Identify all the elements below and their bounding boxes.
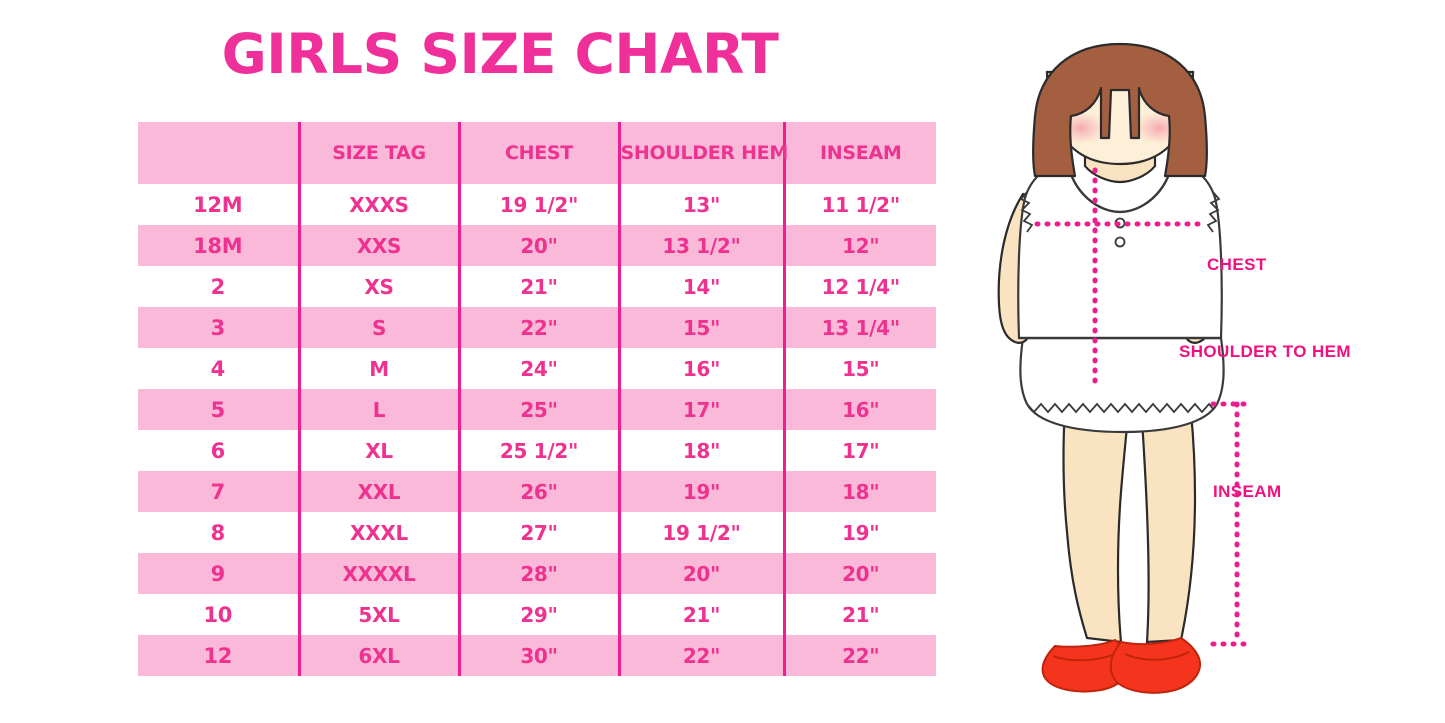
cell-size-tag: XXL — [297, 471, 459, 512]
cell-chest: 24" — [457, 348, 619, 389]
cell-chest: 25" — [457, 389, 619, 430]
cell-inseam: 20" — [782, 553, 936, 594]
table-row: 18M XXS 20" 13 1/2" 12" — [138, 225, 936, 266]
cell-size-tag: XS — [297, 266, 459, 307]
cell-chest: 20" — [457, 225, 619, 266]
cell-size-tag: 6XL — [297, 635, 459, 676]
cell-inseam: 19" — [782, 512, 936, 553]
hair — [1032, 42, 1208, 178]
column-header-shoulder-hem: SHOULDER HEM — [617, 122, 788, 184]
cell-size: 3 — [138, 307, 299, 348]
cell-shoulder-hem: 17" — [617, 389, 784, 430]
cell-size: 18M — [138, 225, 299, 266]
cell-size: 10 — [138, 594, 299, 635]
table-row: 10 5XL 29" 21" 21" — [138, 594, 936, 635]
cell-chest: 27" — [457, 512, 619, 553]
table-row: 4 M 24" 16" 15" — [138, 348, 936, 389]
top-garment — [1017, 158, 1223, 340]
shoes — [1041, 636, 1201, 694]
table-row: 3 S 22" 15" 13 1/4" — [138, 307, 936, 348]
table-body: 12M XXXS 19 1/2" 13" 11 1/2" 18M XXS 20"… — [138, 184, 936, 676]
cell-size: 8 — [138, 512, 299, 553]
cell-chest: 21" — [457, 266, 619, 307]
cell-size: 2 — [138, 266, 299, 307]
cell-shoulder-hem: 13" — [617, 184, 784, 225]
cell-size-tag: M — [297, 348, 459, 389]
measurement-label-inseam: INSEAM — [1213, 482, 1282, 501]
cell-size-tag: XXXXL — [297, 553, 459, 594]
cell-size: 9 — [138, 553, 299, 594]
girl-figure-illustration — [997, 42, 1256, 694]
cell-shoulder-hem: 16" — [617, 348, 784, 389]
cell-shoulder-hem: 19 1/2" — [617, 512, 784, 553]
measurement-illustration: CHEST SHOULDER TO HEM INSEAM — [975, 42, 1445, 707]
cell-size-tag: XXXL — [297, 512, 459, 553]
cell-inseam: 16" — [782, 389, 936, 430]
table-row: 8 XXXL 27" 19 1/2" 19" — [138, 512, 936, 553]
table-row: 9 XXXXL 28" 20" 20" — [138, 553, 936, 594]
cell-chest: 29" — [457, 594, 619, 635]
cell-inseam: 12 1/4" — [782, 266, 936, 307]
cell-inseam: 22" — [782, 635, 936, 676]
cell-inseam: 11 1/2" — [782, 184, 936, 225]
cell-inseam: 18" — [782, 471, 936, 512]
table-row: 5 L 25" 17" 16" — [138, 389, 936, 430]
cell-size: 6 — [138, 430, 299, 471]
bloomers — [1019, 336, 1225, 434]
size-chart-table: SIZE TAG CHEST SHOULDER HEM INSEAM 12M X… — [138, 122, 936, 676]
cell-shoulder-hem: 20" — [617, 553, 784, 594]
cell-size: 12 — [138, 635, 299, 676]
cell-inseam: 12" — [782, 225, 936, 266]
cell-size-tag: L — [297, 389, 459, 430]
measurement-label-shoulder-to-hem: SHOULDER TO HEM — [1179, 342, 1351, 361]
column-header-inseam: INSEAM — [782, 122, 936, 184]
cell-size: 5 — [138, 389, 299, 430]
button-bottom — [1114, 236, 1126, 248]
cell-shoulder-hem: 15" — [617, 307, 784, 348]
cell-shoulder-hem: 19" — [617, 471, 784, 512]
table-row: 12M XXXS 19 1/2" 13" 11 1/2" — [138, 184, 936, 225]
measurement-guides — [1034, 167, 1256, 647]
table-header-row: SIZE TAG CHEST SHOULDER HEM INSEAM — [138, 122, 936, 184]
cell-shoulder-hem: 13 1/2" — [617, 225, 784, 266]
cell-size: 4 — [138, 348, 299, 389]
cell-shoulder-hem: 18" — [617, 430, 784, 471]
column-header-chest: CHEST — [457, 122, 619, 184]
cell-chest: 25 1/2" — [457, 430, 619, 471]
cell-size-tag: 5XL — [297, 594, 459, 635]
cell-chest: 19 1/2" — [457, 184, 619, 225]
cell-size-tag: S — [297, 307, 459, 348]
column-header-size-tag: SIZE TAG — [297, 122, 459, 184]
cell-chest: 26" — [457, 471, 619, 512]
cell-shoulder-hem: 22" — [617, 635, 784, 676]
cell-chest: 30" — [457, 635, 619, 676]
cell-inseam: 13 1/4" — [782, 307, 936, 348]
cell-inseam: 17" — [782, 430, 936, 471]
measurement-label-chest: CHEST — [1207, 255, 1267, 274]
cell-inseam: 15" — [782, 348, 936, 389]
table-row: 6 XL 25 1/2" 18" 17" — [138, 430, 936, 471]
cell-chest: 22" — [457, 307, 619, 348]
cell-size: 7 — [138, 471, 299, 512]
table-row: 2 XS 21" 14" 12 1/4" — [138, 266, 936, 307]
table-row: 12 6XL 30" 22" 22" — [138, 635, 936, 676]
column-header-size — [138, 122, 299, 184]
cell-chest: 28" — [457, 553, 619, 594]
cell-size-tag: XXS — [297, 225, 459, 266]
table-row: 7 XXL 26" 19" 18" — [138, 471, 936, 512]
cell-shoulder-hem: 21" — [617, 594, 784, 635]
cell-size-tag: XXXS — [297, 184, 459, 225]
cell-size-tag: XL — [297, 430, 459, 471]
cell-size: 12M — [138, 184, 299, 225]
cell-shoulder-hem: 14" — [617, 266, 784, 307]
cell-inseam: 21" — [782, 594, 936, 635]
page-title: GIRLS SIZE CHART — [221, 22, 779, 86]
